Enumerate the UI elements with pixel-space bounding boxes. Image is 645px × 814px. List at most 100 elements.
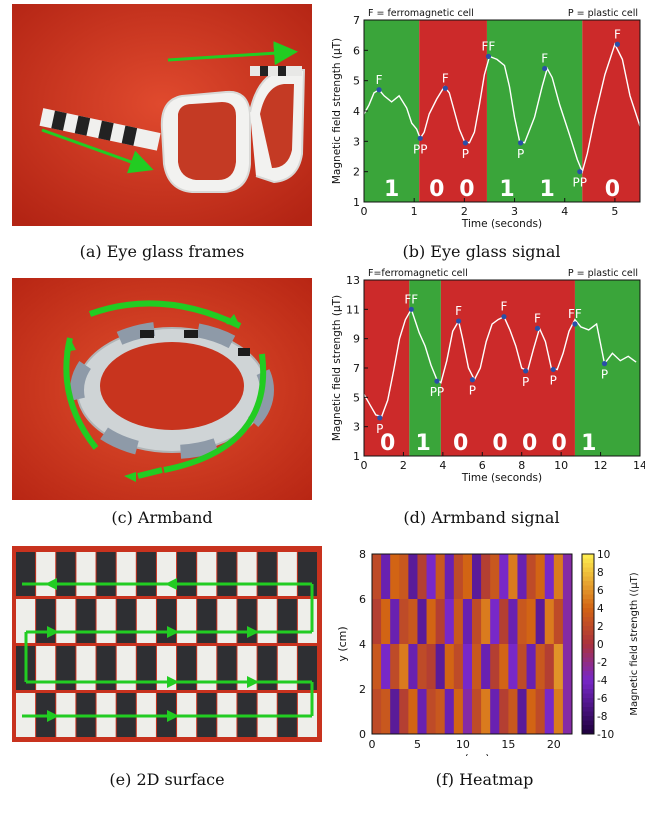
signal-marker [534, 325, 541, 331]
colorbar-segment [582, 680, 594, 685]
colorbar-segment [582, 608, 594, 613]
y-tick-label: 13 [346, 274, 360, 287]
colorbar-tick-label: -2 [597, 657, 607, 669]
bit-label: 1 [384, 177, 399, 202]
heatmap-chart: 0510152002468x (cm)y (cm)1086420-2-4-6-8… [324, 540, 645, 765]
colorbar-segment [582, 630, 594, 636]
colorbar-tick-label: -4 [597, 675, 608, 687]
heatmap-cell [417, 599, 428, 645]
heatmap-cell [535, 644, 546, 690]
bit-label: 0 [453, 431, 468, 456]
x-tick-label: 12 [594, 459, 608, 472]
arrow-head-icon [167, 626, 179, 638]
x-tick-label: 20 [547, 738, 561, 751]
heatmap-cell [390, 599, 400, 645]
colorbar-segment [582, 617, 594, 622]
heatmap-cell [499, 644, 509, 690]
x-tick-label: 14 [633, 459, 645, 472]
x-tick-label: 0 [361, 205, 368, 218]
y-tick-label: 3 [353, 135, 360, 148]
signal-marker [572, 321, 578, 327]
heatmap-cell [526, 554, 537, 600]
eyeglass-signal-chart: 1 0 0 1 1 0 F PP F P FF P F PP F 0 1 2 3 4 5 1 2 3 4 5 6 7 F = ferro… [318, 0, 645, 235]
ferromagnetic-tile [116, 599, 136, 643]
signal-marker [577, 169, 583, 175]
y-tick-label: 4 [359, 638, 366, 651]
colorbar-segment [582, 639, 594, 645]
heatmap-cell [426, 599, 437, 645]
arrow-head-icon [247, 626, 259, 638]
heatmap-cell [535, 599, 546, 645]
y-axis-label: Magnetic field strength (μT) [331, 38, 343, 184]
y-tick-label: 7 [353, 14, 360, 27]
heatmap-cell [526, 689, 537, 735]
arrow-head-icon [45, 578, 57, 590]
bit-label: 1 [581, 431, 596, 456]
colorbar-segment [582, 612, 594, 618]
colorbar-segment [582, 662, 594, 667]
ferromagnetic-tile [136, 552, 156, 596]
region-plastic [409, 280, 441, 456]
heatmap-cell [417, 554, 428, 600]
heatmap-cell [444, 689, 455, 735]
ferromagnetic-tile [56, 646, 76, 690]
caption-a: (a) Eye glass frames [79, 242, 245, 261]
peak-label: F [541, 52, 548, 66]
heatmap-cell [426, 644, 437, 690]
arrow-head-icon [47, 626, 59, 638]
colorbar-segment [582, 675, 594, 681]
colorbar-label: Magnetic field strength ((μT) [629, 572, 640, 715]
heatmap-cell [562, 644, 573, 690]
armband-signal-chart: 0 1 0 0 0 0 1 P FF PP F P F P F P FF P 0 2 4 6 8 10 12 14 1 3 5 7 9 11 1… [318, 264, 645, 494]
plastic-tile [96, 599, 116, 643]
plastic-tile [197, 646, 217, 690]
heatmap-cell [490, 599, 500, 645]
heatmap-cell [435, 599, 446, 645]
heatmap-cell [544, 644, 555, 690]
bit-label: 0 [492, 431, 507, 456]
legend-plastic: P = plastic cell [568, 8, 638, 19]
ferromagnetic-tile [177, 552, 197, 596]
region-plastic [486, 20, 583, 202]
region-ferro [364, 280, 410, 456]
heatmap-cell [372, 689, 382, 735]
heatmap-cell [490, 554, 500, 600]
heatmap-cell [399, 554, 409, 600]
plastic-tile [277, 646, 297, 690]
heatmap-cell [426, 689, 437, 735]
bit-label: 1 [540, 177, 555, 202]
heatmap-cell [472, 689, 482, 735]
y-tick-label: 2 [353, 166, 360, 179]
y-tick-label: 9 [353, 333, 360, 346]
signal-marker [376, 87, 382, 93]
heatmap-cell [408, 554, 418, 600]
signal-marker [523, 368, 529, 374]
bit-label: 1 [415, 431, 430, 456]
peak-label: PP [413, 142, 427, 156]
plastic-tile [136, 599, 156, 643]
colorbar-segment [582, 644, 594, 649]
heatmap-cell [372, 554, 382, 600]
heatmap-cell [562, 689, 573, 735]
ferromagnetic-tile [76, 599, 96, 643]
heatmap-cell [462, 644, 473, 690]
y-tick-label: 4 [353, 105, 360, 118]
heatmap-cell [544, 599, 555, 645]
y-tick-label: 1 [353, 450, 360, 463]
heatmap-cell [417, 689, 428, 735]
heatmap-cell [481, 689, 491, 735]
heatmap-cell [462, 554, 473, 600]
heatmap-cell [562, 599, 573, 645]
y-tick-label: 8 [359, 548, 366, 561]
y-axis-label: y (cm) [336, 626, 349, 661]
bit-label: 0 [459, 177, 474, 202]
heatmap-cell [508, 554, 518, 600]
colorbar-segment [582, 572, 594, 577]
heatmap-cell [517, 599, 528, 645]
colorbar-tick-label: 4 [597, 603, 604, 615]
heatmap-cell [481, 599, 491, 645]
y-tick-label: 6 [359, 593, 366, 606]
plastic-tile [297, 599, 317, 643]
colorbar-tick-label: 6 [597, 585, 604, 597]
y-tick-label: 5 [353, 75, 360, 88]
